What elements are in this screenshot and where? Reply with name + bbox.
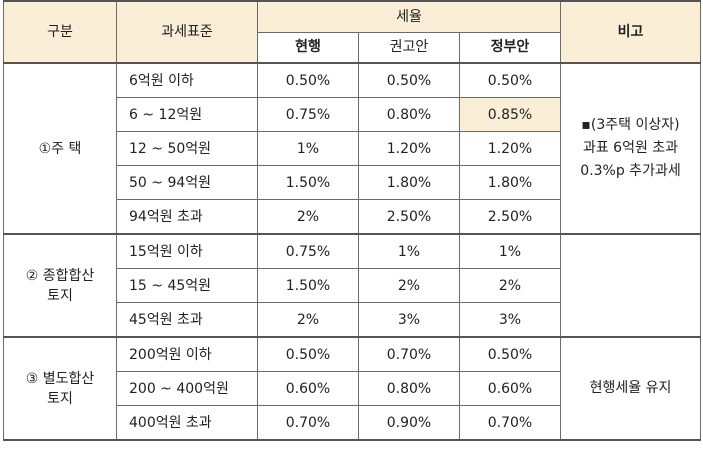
current-rate-cell: 0.75% (257, 97, 359, 132)
header-current: 현행 (257, 31, 359, 64)
current-rate-cell: 0.70% (257, 405, 359, 441)
header-recommended: 권고안 (358, 31, 460, 64)
remarks-separate-land: 현행세율 유지 (560, 336, 701, 441)
government-rate-cell: 1% (459, 233, 561, 269)
government-rate-cell-highlighted: 0.85% (459, 97, 561, 132)
recommended-rate-cell: 0.70% (358, 336, 460, 372)
table-row: 12 ~ 50억원 1% 1.20% 1.20% (4, 131, 701, 166)
table-row: 94억원 초과 2% 2.50% 2.50% (4, 199, 701, 235)
government-rate-cell: 2.50% (459, 199, 561, 235)
tax-base-cell: 12 ~ 50억원 (116, 131, 258, 166)
table-row: 400억원 초과 0.70% 0.90% 0.70% (4, 405, 701, 441)
recommended-rate-cell: 1% (358, 233, 460, 269)
header-tax-base: 과세표준 (116, 0, 258, 64)
remarks-line: ▪(3주택 이상자) (581, 117, 680, 133)
government-rate-cell: 0.60% (459, 371, 561, 406)
tax-base-cell: 400억원 초과 (116, 405, 258, 441)
government-rate-cell: 2% (459, 268, 561, 303)
current-rate-cell: 2% (257, 302, 359, 338)
table-row: ①주 택 6억원 이하 0.50% 0.50% 0.50% ▪(3주택 이상자)… (3, 62, 701, 235)
current-rate-cell: 0.50% (257, 62, 359, 98)
recommended-rate-cell: 0.50% (358, 62, 460, 98)
tax-rate-table-container: 구분 과세표준 세율 비고 현행 권고안 정부안 ①주 택 6억원 이하 0.5… (3, 0, 701, 441)
government-rate-cell: 0.70% (459, 405, 561, 441)
tax-base-cell: 200 ~ 400억원 (116, 371, 258, 406)
table-row: 15 ~ 45억원 1.50% 2% 2% (4, 268, 701, 303)
current-rate-cell: 1.50% (257, 165, 359, 200)
recommended-rate-cell: 0.80% (358, 371, 460, 406)
tax-rate-table: 구분 과세표준 세율 비고 현행 권고안 정부안 ①주 택 6억원 이하 0.5… (3, 0, 701, 441)
recommended-rate-cell: 2.50% (358, 199, 460, 235)
tax-base-cell: 6억원 이하 (116, 62, 258, 98)
header-tax-rate: 세율 (257, 0, 561, 33)
tax-base-cell: 15억원 이하 (116, 233, 258, 269)
tax-base-cell: 15 ~ 45억원 (116, 268, 258, 303)
remarks-line: 과표 6억원 초과 (582, 140, 679, 156)
header-row-1: 구분 과세표준 세율 비고 (3, 0, 701, 64)
table-row: 200 ~ 400억원 0.60% 0.80% 0.60% (4, 371, 701, 406)
table-row: ③ 별도합산 토지 200억원 이하 0.50% 0.70% 0.50% 현행세… (3, 336, 701, 441)
table-row: ② 종합합산 토지 15억원 이하 0.75% 1% 1% (3, 233, 701, 338)
group-label-housing: ①주 택 (3, 62, 117, 235)
group-label-aggregate-land: ② 종합합산 토지 (3, 233, 117, 338)
group-label-line: ③ 별도합산 (25, 370, 95, 387)
government-rate-cell: 1.20% (459, 131, 561, 166)
group-label-line: 토지 (47, 390, 73, 407)
group-label-line: ② 종합합산 (25, 267, 95, 284)
header-remarks: 비고 (560, 0, 701, 64)
tax-base-cell: 50 ~ 94억원 (116, 165, 258, 200)
government-rate-cell: 0.50% (459, 336, 561, 372)
recommended-rate-cell: 0.80% (358, 97, 460, 132)
group-label-separate-land: ③ 별도합산 토지 (3, 336, 117, 441)
tax-base-cell: 6 ~ 12억원 (116, 97, 258, 132)
government-rate-cell: 1.80% (459, 165, 561, 200)
remarks-aggregate-land (560, 233, 701, 338)
current-rate-cell: 2% (257, 199, 359, 235)
recommended-rate-cell: 1.20% (358, 131, 460, 166)
government-rate-cell: 0.50% (459, 62, 561, 98)
table-row: 50 ~ 94억원 1.50% 1.80% 1.80% (4, 165, 701, 200)
current-rate-cell: 0.75% (257, 233, 359, 269)
recommended-rate-cell: 1.80% (358, 165, 460, 200)
government-rate-cell: 3% (459, 302, 561, 338)
remarks-line: 0.3%p 추가과세 (580, 163, 681, 179)
tax-base-cell: 94억원 초과 (116, 199, 258, 235)
table-row: 6 ~ 12억원 0.75% 0.80% 0.85% (4, 97, 701, 132)
tax-base-cell: 45억원 초과 (116, 302, 258, 338)
current-rate-cell: 0.50% (257, 336, 359, 372)
tax-base-cell: 200억원 이하 (116, 336, 258, 372)
header-category: 구분 (3, 0, 117, 64)
recommended-rate-cell: 0.90% (358, 405, 460, 441)
recommended-rate-cell: 3% (358, 302, 460, 338)
header-government: 정부안 (459, 31, 561, 64)
current-rate-cell: 1% (257, 131, 359, 166)
remarks-housing: ▪(3주택 이상자) 과표 6억원 초과 0.3%p 추가과세 (560, 62, 701, 235)
current-rate-cell: 1.50% (257, 268, 359, 303)
current-rate-cell: 0.60% (257, 371, 359, 406)
recommended-rate-cell: 2% (358, 268, 460, 303)
header-row-2: 현행 권고안 정부안 (4, 31, 701, 64)
group-label-line: 토지 (47, 287, 73, 304)
